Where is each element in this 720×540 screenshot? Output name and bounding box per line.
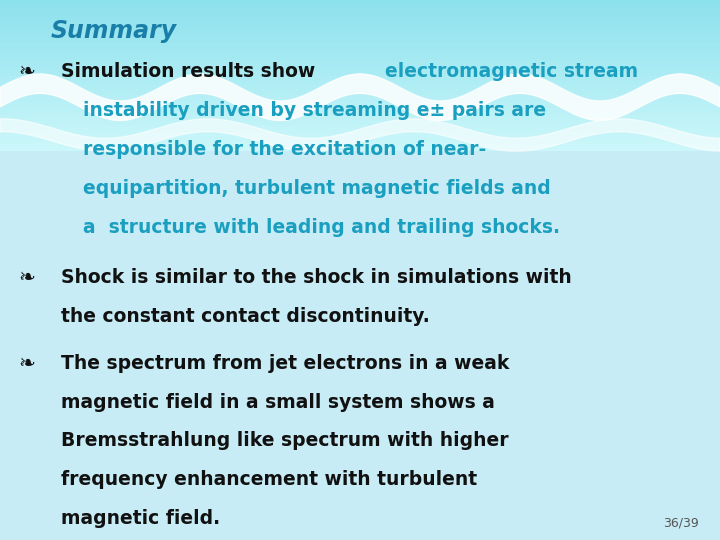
Bar xyxy=(0,91,720,93)
Bar xyxy=(0,132,720,134)
Bar xyxy=(0,53,720,55)
Bar xyxy=(0,60,720,62)
Bar xyxy=(0,141,720,144)
Bar xyxy=(0,51,720,53)
Bar xyxy=(0,26,720,28)
Bar xyxy=(0,121,720,123)
Bar xyxy=(0,106,720,108)
Bar xyxy=(0,17,720,19)
Bar xyxy=(0,47,720,49)
Bar xyxy=(0,131,720,132)
Bar xyxy=(0,76,720,77)
Bar xyxy=(0,138,720,140)
Bar xyxy=(0,104,720,106)
Text: Simulation results show: Simulation results show xyxy=(61,62,322,81)
Bar xyxy=(0,147,720,149)
Bar xyxy=(0,116,720,117)
Text: magnetic field.: magnetic field. xyxy=(61,509,220,528)
Bar xyxy=(0,10,720,11)
Bar xyxy=(0,111,720,113)
Bar xyxy=(0,136,720,138)
Bar xyxy=(0,113,720,116)
Text: the constant contact discontinuity.: the constant contact discontinuity. xyxy=(61,307,430,326)
Text: ❧: ❧ xyxy=(18,354,35,373)
Bar xyxy=(0,68,720,70)
Bar xyxy=(0,89,720,91)
Bar xyxy=(0,102,720,104)
Bar xyxy=(0,83,720,85)
Bar xyxy=(0,134,720,136)
Bar xyxy=(0,92,720,94)
Bar xyxy=(0,45,720,47)
Bar xyxy=(0,57,720,59)
Text: responsible for the excitation of near-: responsible for the excitation of near- xyxy=(83,140,486,159)
Text: instability driven by streaming e± pairs are: instability driven by streaming e± pairs… xyxy=(83,101,546,120)
Bar xyxy=(0,21,720,23)
Bar xyxy=(0,15,720,17)
Bar xyxy=(0,100,720,102)
Bar xyxy=(0,36,720,38)
Bar xyxy=(0,98,720,100)
Bar xyxy=(0,129,720,131)
Bar xyxy=(0,144,720,146)
Text: ❧: ❧ xyxy=(18,62,35,81)
Bar xyxy=(0,49,720,51)
Bar xyxy=(0,25,720,26)
Bar xyxy=(0,13,720,15)
Bar xyxy=(0,79,720,81)
Text: electromagnetic stream: electromagnetic stream xyxy=(385,62,639,81)
Bar xyxy=(0,87,720,89)
Bar xyxy=(0,146,720,147)
Text: Bremsstrahlung like spectrum with higher: Bremsstrahlung like spectrum with higher xyxy=(61,431,509,450)
Bar xyxy=(0,96,720,98)
Bar xyxy=(0,30,720,32)
Bar xyxy=(0,0,720,2)
Bar xyxy=(0,126,720,129)
Bar xyxy=(0,28,720,30)
Bar xyxy=(0,74,720,76)
Bar xyxy=(0,32,720,34)
Bar xyxy=(0,110,720,111)
Text: Summary: Summary xyxy=(50,19,176,43)
Bar xyxy=(0,19,720,21)
Bar xyxy=(0,94,720,96)
Text: ❧: ❧ xyxy=(18,268,35,287)
Bar xyxy=(0,123,720,125)
Bar xyxy=(0,149,720,151)
Text: frequency enhancement with turbulent: frequency enhancement with turbulent xyxy=(61,470,477,489)
Bar xyxy=(0,117,720,119)
Text: a  structure with leading and trailing shocks.: a structure with leading and trailing sh… xyxy=(83,218,560,237)
Bar xyxy=(0,108,720,110)
Bar xyxy=(0,62,720,64)
Bar xyxy=(0,59,720,60)
Bar xyxy=(0,72,720,74)
Text: 36/39: 36/39 xyxy=(662,516,698,529)
Bar xyxy=(0,64,720,66)
Text: The spectrum from jet electrons in a weak: The spectrum from jet electrons in a wea… xyxy=(61,354,510,373)
Bar xyxy=(0,11,720,13)
Bar xyxy=(0,23,720,24)
Text: Shock is similar to the shock in simulations with: Shock is similar to the shock in simulat… xyxy=(61,268,572,287)
Text: equipartition, turbulent magnetic fields and: equipartition, turbulent magnetic fields… xyxy=(83,179,551,198)
Bar xyxy=(0,81,720,83)
Bar xyxy=(0,85,720,87)
Bar xyxy=(0,8,720,9)
Bar xyxy=(0,42,720,44)
Bar xyxy=(0,66,720,68)
Bar xyxy=(0,4,720,5)
Bar xyxy=(0,34,720,36)
Bar xyxy=(0,43,720,45)
Bar xyxy=(0,6,720,8)
Bar xyxy=(0,70,720,72)
Bar xyxy=(0,140,720,141)
Bar xyxy=(0,119,720,121)
Bar xyxy=(0,40,720,42)
Text: magnetic field in a small system shows a: magnetic field in a small system shows a xyxy=(61,393,495,411)
Bar xyxy=(0,2,720,4)
Bar xyxy=(0,125,720,126)
Bar xyxy=(0,38,720,40)
Bar xyxy=(0,77,720,79)
Bar xyxy=(0,55,720,57)
